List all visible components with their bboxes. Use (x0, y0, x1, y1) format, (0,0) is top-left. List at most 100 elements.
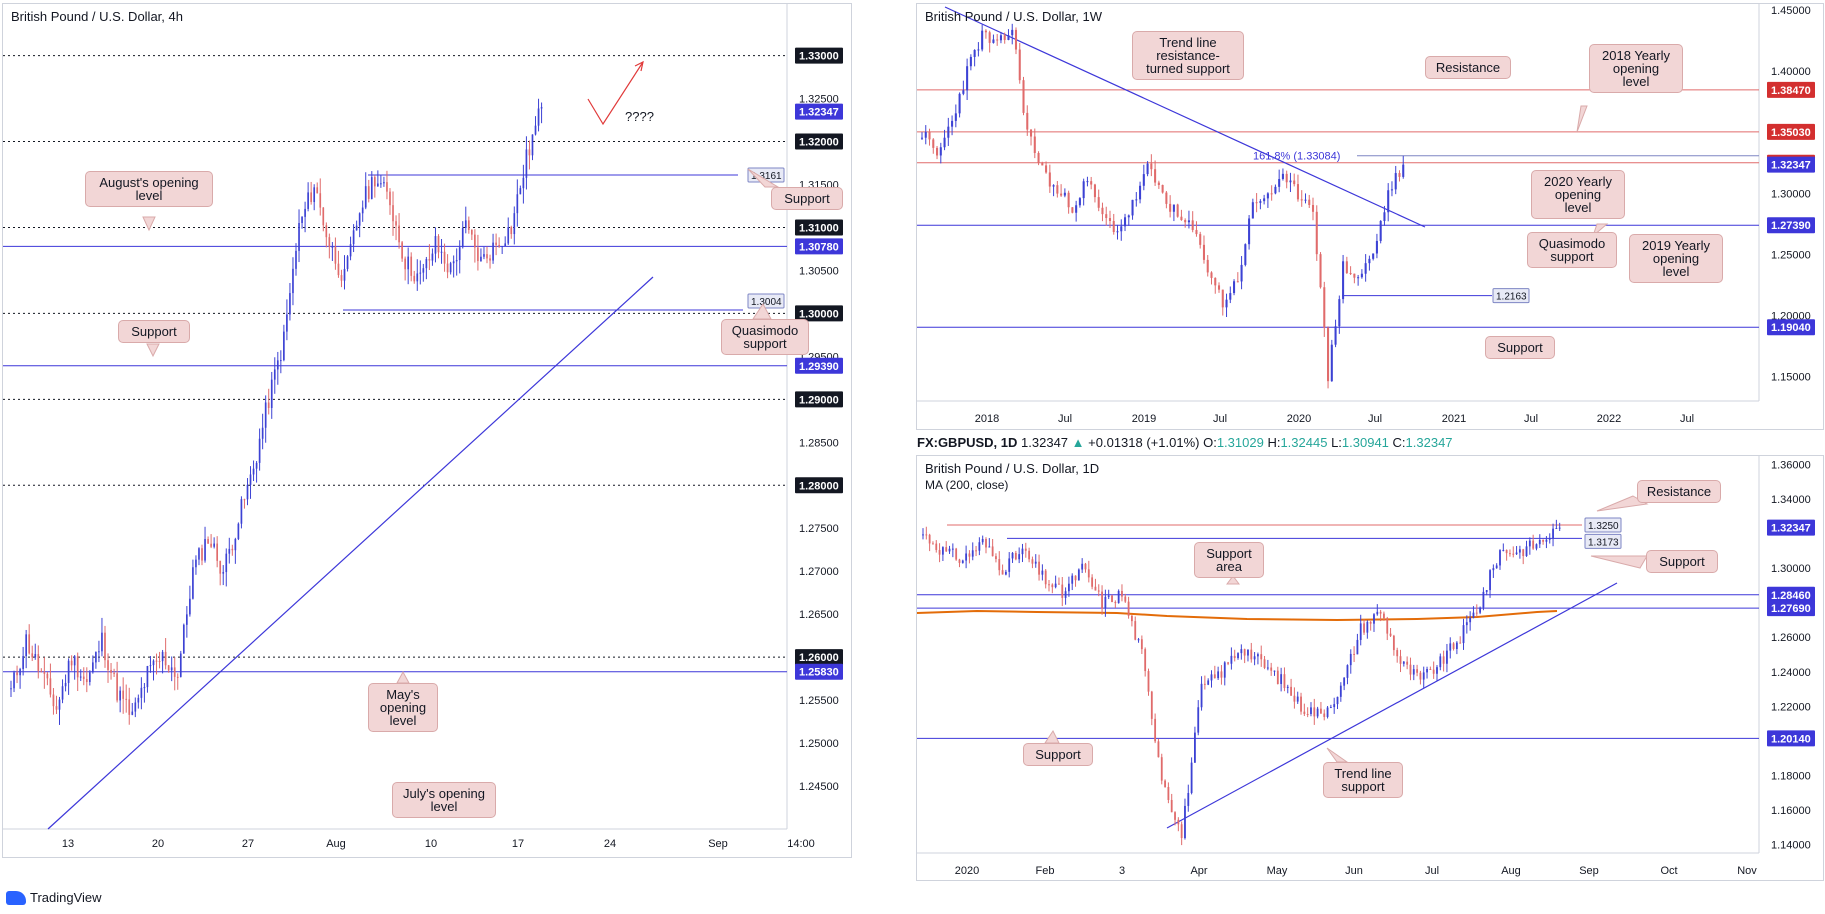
c4h-candle (449, 263, 452, 273)
price-tag-daily-bg (1767, 586, 1815, 603)
c4h-candle (137, 697, 140, 703)
price-tag-weekly: 1.35030 (1771, 127, 1811, 139)
c4h-candle (534, 125, 537, 135)
cw-candle (981, 30, 984, 50)
cd-candle (1154, 718, 1157, 742)
brand[interactable]: TradingView (6, 890, 102, 905)
cd-candle (1263, 659, 1266, 668)
c4h-candle (477, 247, 479, 262)
callout-2020-open: 2020 Yearly opening level (1531, 170, 1625, 219)
box-13004-bg (747, 293, 785, 309)
c4h-candle (82, 676, 85, 680)
c4h-candle (55, 706, 58, 710)
cd-candle (1071, 575, 1074, 584)
cw-candle (1334, 326, 1337, 345)
cd-candle (1455, 642, 1458, 649)
cd-candle (958, 559, 961, 563)
ma200-line (917, 609, 1558, 622)
cd-candle (1240, 649, 1243, 654)
cd-candle (1422, 672, 1425, 680)
y-tick-4h: 1.26500 (799, 609, 839, 621)
cd-candle (1419, 672, 1422, 680)
c4h-candle (364, 186, 367, 208)
cw-candle (1315, 211, 1318, 255)
price-tag-4h-bg (795, 649, 843, 666)
c4h-candle (519, 188, 522, 195)
cd-candle (1293, 695, 1296, 702)
c4h-candle (219, 560, 222, 574)
cw-candle (1026, 112, 1029, 130)
c4h-candle (61, 686, 64, 700)
cd-candle (1084, 563, 1087, 570)
price-tag-4h-bg (795, 103, 843, 120)
cw-candle (1338, 299, 1341, 327)
price-tag-daily: 1.32347 (1771, 523, 1811, 535)
cw-candle (1229, 293, 1232, 300)
cd-candle (1247, 649, 1249, 656)
cd-candle (1296, 696, 1299, 702)
price-tag-4h-bg (795, 238, 843, 255)
price-tag-4h: 1.32000 (799, 137, 839, 149)
cw-candle (1176, 204, 1179, 217)
cw-candle (1146, 163, 1149, 175)
x-tick-4h: Sep (708, 838, 728, 850)
close-value: 1.32347 (1405, 435, 1453, 450)
cd-candle (1220, 671, 1223, 678)
cd-candle (1482, 591, 1485, 608)
cw-candle (1236, 281, 1239, 283)
cw-candle (1379, 220, 1382, 241)
cw-candle (1327, 327, 1330, 382)
cw-candle (1086, 181, 1089, 183)
cd-candle (1077, 569, 1080, 581)
price-tag-4h-bg (795, 663, 843, 680)
cw-candle (1067, 192, 1070, 208)
cw-candle (1300, 199, 1303, 201)
price-tag-weekly-bg (1767, 319, 1815, 336)
cd-candle (1197, 707, 1200, 733)
cw-candle (1225, 299, 1228, 308)
price-change: +0.01318 (+1.01%) (1088, 435, 1200, 450)
cd-candle (1286, 686, 1289, 688)
cd-candle (1452, 643, 1455, 649)
cw-candle (1214, 277, 1217, 286)
c4h-candle (19, 669, 21, 676)
question-marks: ???? (625, 109, 654, 124)
price-tag-daily-bg (1767, 600, 1815, 617)
chart-weekly[interactable]: 161.8% (1.33084) 1.2163 1.45000 1.40000 1.30… (917, 4, 1825, 431)
chart-4h[interactable]: 1.31611.3004????1.325001.315001.305001.2… (3, 4, 853, 859)
callout-quasimodo-weekly: Quasimodo support (1527, 232, 1617, 268)
cd-candle (1396, 650, 1399, 657)
c4h-candle (425, 258, 428, 269)
price-tag-weekly-bg (1767, 217, 1815, 234)
price-tag-weekly: 1.38470 (1771, 85, 1811, 97)
cd-candle (1489, 570, 1491, 591)
cw-candle (1259, 201, 1262, 203)
cw-candle (1003, 35, 1006, 40)
cd-candle (1273, 670, 1276, 672)
cd-candle (1366, 621, 1369, 633)
c4h-candle (207, 539, 209, 544)
c4h-candle (531, 134, 534, 156)
cd-candle (1522, 549, 1525, 557)
box-d-13173: 1.3173 (1588, 537, 1619, 548)
c4h-candle (155, 660, 158, 662)
cd-candle (1034, 561, 1037, 564)
cd-candle (998, 559, 1001, 571)
cw-candle (1139, 185, 1142, 200)
cd-candle (1376, 611, 1379, 615)
box-w-12163: 1.2163 (1496, 292, 1527, 303)
y-tick-4h: 1.32500 (799, 94, 839, 106)
chart-daily[interactable]: 1.3250 1.3173 1.36000 1.34000 1.30000 1.26000… (917, 456, 1825, 882)
c4h-candle (331, 246, 334, 248)
c4h-candle (67, 660, 70, 683)
c4h-candle (340, 275, 343, 281)
cw-candle (1248, 218, 1251, 245)
price-tag-4h: 1.29000 (799, 394, 839, 406)
cd-candle (1157, 741, 1160, 758)
trendline-weekly (944, 6, 1426, 228)
pointer-d-trendline (1326, 747, 1349, 763)
cw-candle (1075, 205, 1078, 213)
c4h-candle (377, 183, 379, 187)
cd-candle (1117, 590, 1120, 604)
cw-candle (1014, 29, 1018, 50)
